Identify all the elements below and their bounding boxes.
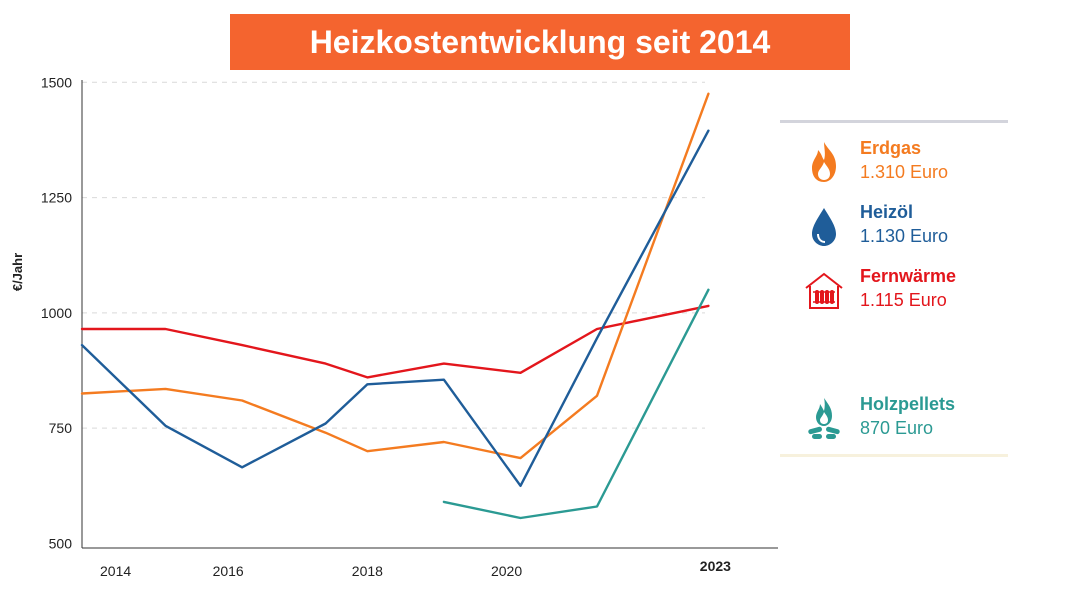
legend-value-fernwaerme: 1.115 Euro [860,290,947,310]
series-line-heizöl [80,129,710,487]
legend-value-heizoel: 1.130 Euro [860,226,949,246]
y-tick-label-1250: 1250 [41,190,72,206]
legend-item-erdgas: Erdgas 1.310 Euro [780,136,1008,192]
series-line-erdgas [80,92,710,460]
legend-item-fernwaerme: Fernwärme 1.115 Euro [780,264,1008,320]
legend-item-heizoel: Heizöl 1.130 Euro [780,200,1008,256]
chart-title: Heizkostentwicklung seit 2014 [230,14,850,70]
flame-icon [812,142,836,182]
oil-drop-icon [812,208,836,246]
radiator-house-icon [805,272,843,309]
legend-name-heizoel: Heizöl [860,202,914,222]
tick-labels: 500 750 1000 1250 1500 2014 2016 2018 2020 2023 [41,74,731,579]
grid-lines [82,81,705,429]
x-tick-label-2023: 2023 [700,558,731,574]
x-tick-label-2018: 2018 [352,563,383,579]
legend-value-holzpellets: 870 Euro [860,418,934,438]
y-axis-label: €/Jahr [10,253,25,291]
y-tick-label-750: 750 [49,420,73,436]
legend-divider-top [780,120,1008,123]
x-tick-label-2016: 2016 [213,563,244,579]
series-line-fernwärme [80,304,710,379]
x-tick-label-2020: 2020 [491,563,522,579]
wood-pellets-fire-icon [808,398,840,439]
legend-value-erdgas: 1.310 Euro [860,162,949,182]
axes [81,80,778,549]
legend-item-holzpellets: Holzpellets 870 Euro [780,392,1008,448]
legend-name-erdgas: Erdgas [860,138,922,158]
y-tick-label-1500: 1500 [41,74,72,90]
series-lines [80,92,710,520]
legend-name-fernwaerme: Fernwärme [860,266,957,286]
legend: Erdgas 1.310 Euro Heizöl 1.130 Euro Fern… [780,120,1008,457]
y-tick-label-1000: 1000 [41,305,72,321]
series-line-holzpellets [442,288,710,520]
y-tick-label-500: 500 [49,535,73,551]
legend-name-holzpellets: Holzpellets [860,394,956,414]
legend-divider-bottom [780,454,1008,457]
x-tick-label-2014: 2014 [100,563,131,579]
